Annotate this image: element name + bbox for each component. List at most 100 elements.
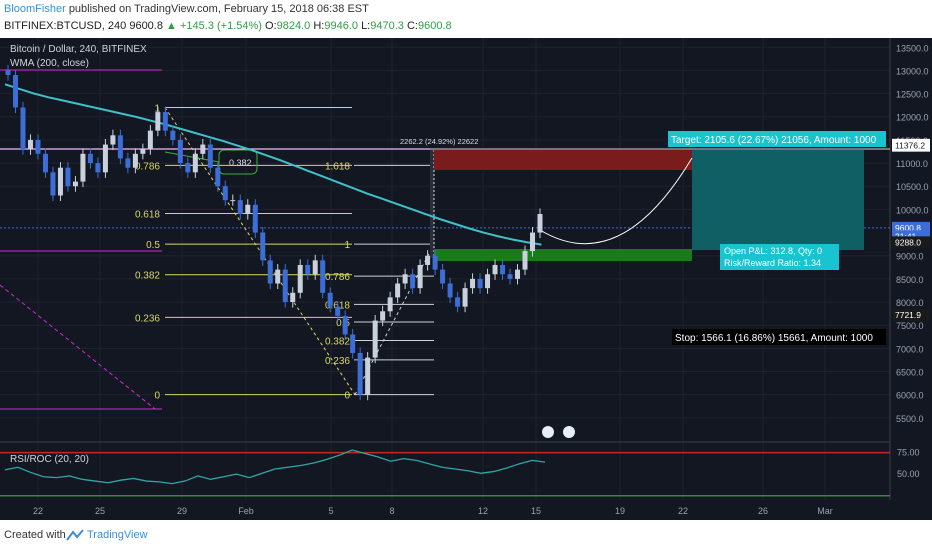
fib-level-label: 0.786: [135, 161, 160, 172]
footer: Created with TradingView: [0, 520, 932, 550]
author-link[interactable]: BloomFisher: [4, 3, 66, 15]
fib-level-label: 0.5: [146, 240, 160, 251]
candle-body: [275, 269, 281, 284]
target-extension: [692, 150, 864, 250]
x-tick-label: 22: [33, 506, 43, 516]
x-tick-label: Mar: [817, 506, 833, 516]
y-tick-label: 7000.0: [896, 344, 924, 354]
measure-label: 2262.2 (24.92%) 22622: [400, 137, 478, 146]
candle-body: [267, 260, 273, 284]
price-tag-bg: [892, 236, 930, 249]
y-tick-label: 8500.0: [896, 275, 924, 285]
candle-body: [237, 200, 243, 215]
fib-level-label: 0.382: [135, 271, 160, 282]
candle-body: [530, 232, 536, 252]
price-chart[interactable]: 13500.013000.012500.012000.011500.011000…: [0, 38, 932, 520]
candle-body: [260, 232, 266, 261]
candle-body: [350, 334, 356, 353]
candle-body: [222, 186, 228, 201]
fib-level-label: 1.618: [325, 161, 350, 172]
price-tag-label: 21:41: [895, 231, 917, 241]
candle-body: [522, 251, 528, 270]
y-tick-label: 6500.0: [896, 368, 924, 378]
wma-legend: WMA (200, close): [10, 58, 89, 69]
stop-label: Stop: 1566.1 (16.86%) 15661, Amount: 100…: [675, 333, 873, 344]
y-tick-label: 8000.0: [896, 298, 924, 308]
candle-body: [462, 288, 468, 307]
price-tag-label: 11376.2: [895, 141, 925, 151]
candle-body: [335, 306, 341, 316]
candle-body: [162, 112, 168, 131]
x-tick-label: 25: [95, 506, 105, 516]
candle-body: [380, 311, 386, 321]
x-tick-label: 12: [478, 506, 488, 516]
candle-body: [342, 315, 348, 335]
publish-line: BloomFisher published on TradingView.com…: [4, 3, 369, 15]
projection-curve: [539, 157, 693, 245]
tradingview-brand[interactable]: TradingView: [87, 529, 148, 541]
fib-level-label: 0: [154, 391, 160, 402]
candle-body: [215, 167, 221, 187]
candle-body: [515, 269, 521, 279]
candle-body: [507, 274, 513, 279]
candle-body: [455, 297, 461, 307]
target-label: Target: 2105.6 (22.67%) 21056, Amount: 1…: [671, 135, 877, 146]
x-tick-label: 29: [177, 506, 187, 516]
y-tick-label: 11000.0: [896, 159, 928, 169]
candle-body: [537, 214, 543, 233]
candle-body: [12, 75, 18, 108]
candle-body: [5, 70, 11, 76]
rsi-legend: RSI/ROC (20, 20): [10, 454, 89, 465]
fib-diagonal: [354, 243, 435, 395]
price-tag-bg: [892, 139, 930, 152]
y-tick-label: 12500.0: [896, 90, 929, 100]
candle-body: [305, 264, 311, 275]
rsi-tick-label: 75.00: [897, 448, 920, 458]
candle-body: [387, 297, 393, 312]
fib-level-label: 0.236: [325, 356, 350, 367]
candle-body: [230, 200, 236, 202]
y-tick-label: 10000.0: [896, 205, 929, 215]
event-flag-icon: [542, 426, 554, 438]
candle-body: [500, 264, 506, 275]
high-value: 9946.0: [324, 20, 358, 32]
target-label-bg: [668, 131, 886, 147]
candle-body: [80, 153, 86, 182]
candle-body: [170, 130, 176, 140]
x-tick-label: 8: [389, 506, 394, 516]
candle-body: [207, 144, 213, 168]
wma-200-line: [4, 83, 542, 246]
price-tag-label: 9288.0: [895, 237, 921, 247]
y-tick-label: 10500.0: [896, 182, 929, 192]
published-text: published on TradingView.com, February 1…: [68, 3, 369, 15]
candle-body: [417, 264, 423, 289]
price-tag-label: 9600.8: [895, 223, 921, 233]
open-value: 9824.0: [276, 20, 311, 32]
target-zone: [434, 150, 692, 170]
ohlc-line: BITFINEX:BTCUSD, 240 9600.8 ▲ +145.3 (+1…: [4, 20, 452, 32]
main-pane-title: Bitcoin / Dollar, 240, BITFINEX: [10, 44, 147, 55]
stop-zone: [434, 249, 692, 261]
measure-band: [430, 150, 434, 258]
y-tick-label: 9000.0: [896, 252, 924, 262]
fib-level-label: 0.236: [135, 313, 160, 324]
candle-body: [410, 274, 416, 289]
candle-body: [185, 163, 191, 173]
candle-body: [395, 283, 401, 298]
candle-body: [140, 149, 146, 154]
candle-body: [200, 144, 206, 154]
candle-body: [312, 260, 318, 275]
x-tick-label: Feb: [238, 506, 254, 516]
y-tick-label: 13500.0: [896, 43, 929, 53]
low-value: 9470.3: [370, 20, 404, 32]
candle-body: [35, 139, 41, 154]
candle-body: [470, 278, 476, 289]
candle-body: [252, 204, 258, 233]
candle-body: [147, 130, 153, 150]
y-tick-label: 13000.0: [896, 66, 929, 76]
y-tick-label: 7500.0: [896, 321, 924, 331]
candle-body: [192, 153, 198, 173]
candle-body: [27, 139, 33, 150]
chart-area[interactable]: 13500.013000.012500.012000.011500.011000…: [0, 38, 932, 520]
y-tick-label: 12000.0: [896, 113, 929, 123]
